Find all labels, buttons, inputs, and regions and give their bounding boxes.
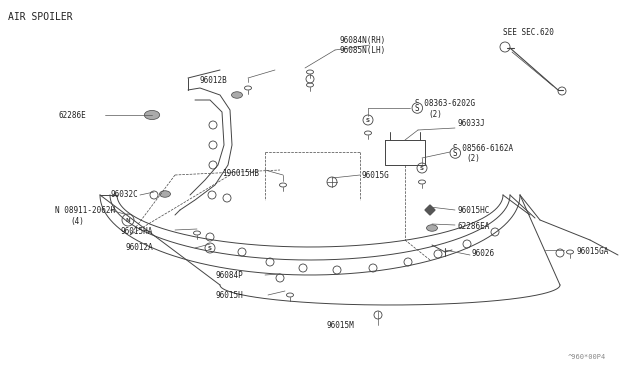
- Text: S: S: [366, 118, 370, 122]
- Text: 96085N(LH): 96085N(LH): [340, 45, 387, 55]
- Text: N 08911-2062H: N 08911-2062H: [55, 205, 115, 215]
- Ellipse shape: [426, 225, 438, 231]
- Text: 96026: 96026: [472, 250, 495, 259]
- Text: S: S: [208, 246, 212, 250]
- Ellipse shape: [144, 110, 160, 119]
- Text: 96015GA: 96015GA: [577, 247, 609, 256]
- Text: 62286EA: 62286EA: [458, 221, 490, 231]
- Text: (2): (2): [466, 154, 480, 163]
- Ellipse shape: [159, 191, 170, 197]
- Text: ^960*00P4: ^960*00P4: [568, 354, 606, 360]
- Text: 96012B: 96012B: [200, 76, 228, 84]
- Ellipse shape: [232, 92, 243, 98]
- Text: S 08566-6162A: S 08566-6162A: [453, 144, 513, 153]
- Text: 96033J: 96033J: [458, 119, 486, 128]
- Polygon shape: [425, 205, 435, 215]
- Text: (2): (2): [428, 109, 442, 119]
- Text: 96084P: 96084P: [215, 270, 243, 279]
- Text: N: N: [125, 218, 131, 222]
- Text: 96012A: 96012A: [125, 243, 153, 251]
- Text: 96032C: 96032C: [110, 189, 138, 199]
- Text: S 08363-6202G: S 08363-6202G: [415, 99, 475, 108]
- Text: S: S: [415, 103, 420, 112]
- Text: S: S: [420, 166, 424, 170]
- Text: 196015HB: 196015HB: [222, 169, 259, 177]
- Text: S: S: [453, 148, 458, 157]
- Text: 96015M: 96015M: [326, 321, 354, 330]
- Text: 62286E: 62286E: [58, 110, 86, 119]
- Text: 96015HC: 96015HC: [458, 205, 490, 215]
- Text: 96084N(RH): 96084N(RH): [340, 35, 387, 45]
- Text: 96015HA: 96015HA: [120, 227, 152, 235]
- Text: 96015H: 96015H: [215, 291, 243, 299]
- Text: (4): (4): [70, 217, 84, 225]
- Text: AIR SPOILER: AIR SPOILER: [8, 12, 72, 22]
- Text: SEE SEC.620: SEE SEC.620: [503, 28, 554, 37]
- Text: 96015G: 96015G: [362, 170, 390, 180]
